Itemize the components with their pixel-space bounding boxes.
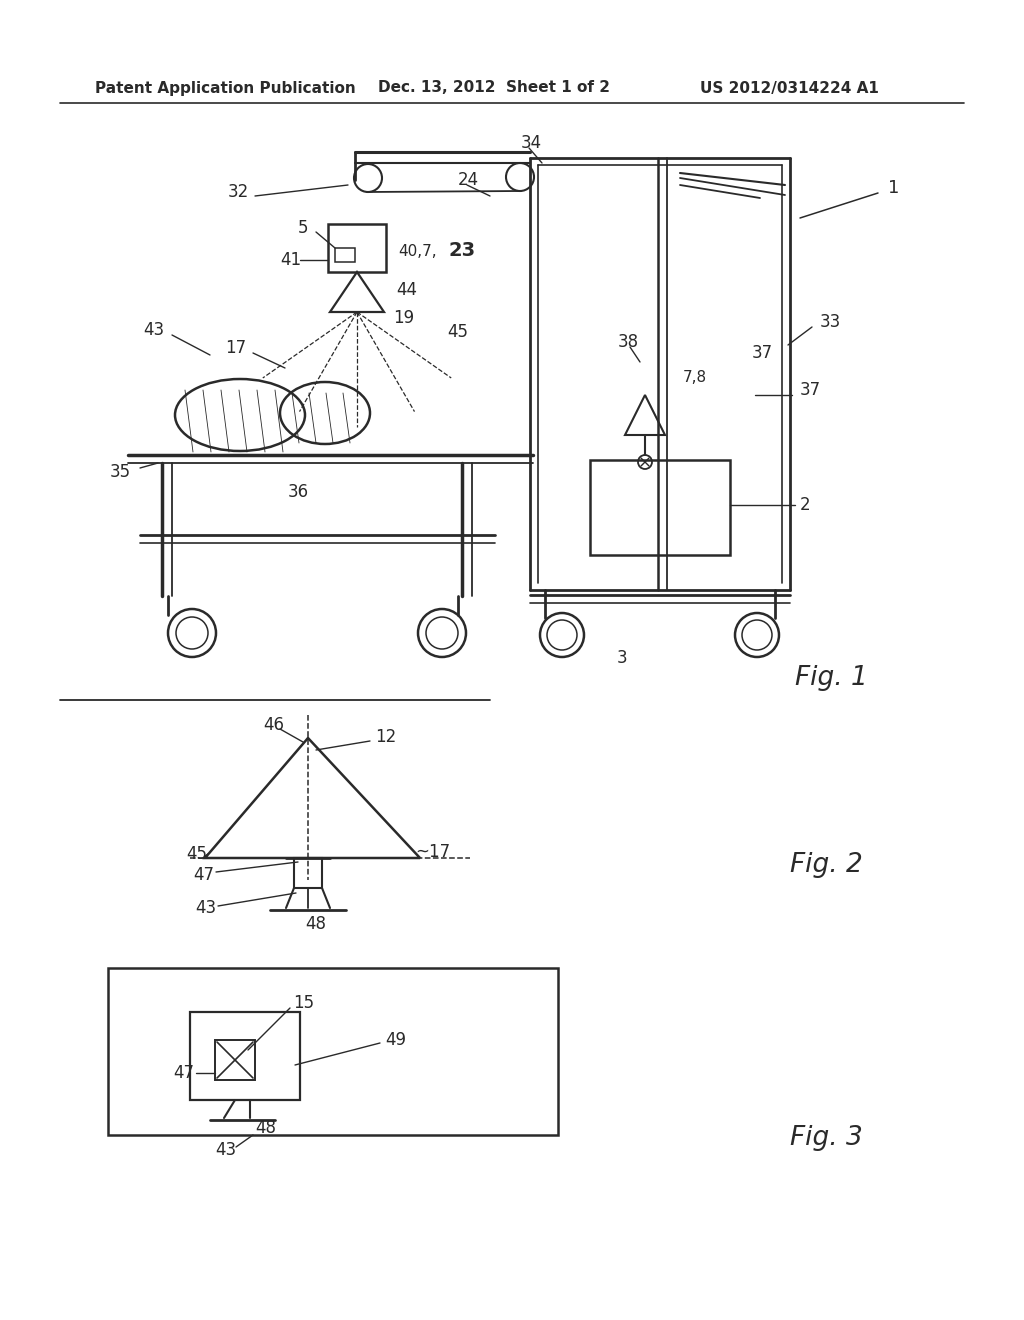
Text: 46: 46: [263, 715, 284, 734]
Text: Patent Application Publication: Patent Application Publication: [95, 81, 355, 95]
Bar: [190, 1012, 300, 1100]
Text: 23: 23: [449, 240, 475, 260]
Text: 37: 37: [800, 381, 821, 399]
Text: 34: 34: [521, 135, 542, 152]
Text: 12: 12: [375, 729, 396, 746]
Bar: [294, 858, 322, 888]
Text: 43: 43: [215, 1140, 237, 1159]
Text: 47: 47: [193, 866, 214, 884]
Text: 19: 19: [393, 309, 414, 327]
Text: Fig. 3: Fig. 3: [790, 1125, 863, 1151]
Text: 40,7,: 40,7,: [398, 244, 436, 260]
Text: Fig. 2: Fig. 2: [790, 851, 863, 878]
Bar: [215, 1040, 255, 1080]
Text: Dec. 13, 2012  Sheet 1 of 2: Dec. 13, 2012 Sheet 1 of 2: [378, 81, 610, 95]
Text: 32: 32: [228, 183, 249, 201]
Bar: [108, 968, 558, 1135]
Bar: [335, 248, 355, 261]
Text: 24: 24: [458, 172, 479, 189]
Text: 37: 37: [752, 345, 773, 362]
Text: 33: 33: [820, 313, 842, 331]
Text: 43: 43: [195, 899, 216, 917]
Text: 43: 43: [143, 321, 164, 339]
Text: 44: 44: [396, 281, 417, 300]
Text: Fig. 1: Fig. 1: [795, 665, 867, 690]
Text: ~17: ~17: [415, 843, 451, 861]
Text: 7,8: 7,8: [683, 371, 708, 385]
Text: 2: 2: [800, 496, 811, 513]
Text: US 2012/0314224 A1: US 2012/0314224 A1: [700, 81, 879, 95]
Text: 48: 48: [305, 915, 326, 933]
Bar: [590, 459, 730, 554]
Text: 35: 35: [110, 463, 131, 480]
Text: 5: 5: [298, 219, 308, 238]
Text: 17: 17: [225, 339, 246, 356]
Text: 45: 45: [186, 845, 207, 863]
Bar: [328, 224, 386, 272]
Text: 48: 48: [255, 1119, 276, 1137]
Text: 49: 49: [385, 1031, 406, 1049]
Text: 1: 1: [888, 180, 899, 197]
Text: 41: 41: [280, 251, 301, 269]
Text: 3: 3: [617, 649, 628, 667]
Text: 36: 36: [288, 483, 309, 502]
Text: 15: 15: [293, 994, 314, 1012]
Text: 38: 38: [618, 333, 639, 351]
Text: 47: 47: [173, 1064, 194, 1082]
Text: 45: 45: [447, 323, 468, 341]
